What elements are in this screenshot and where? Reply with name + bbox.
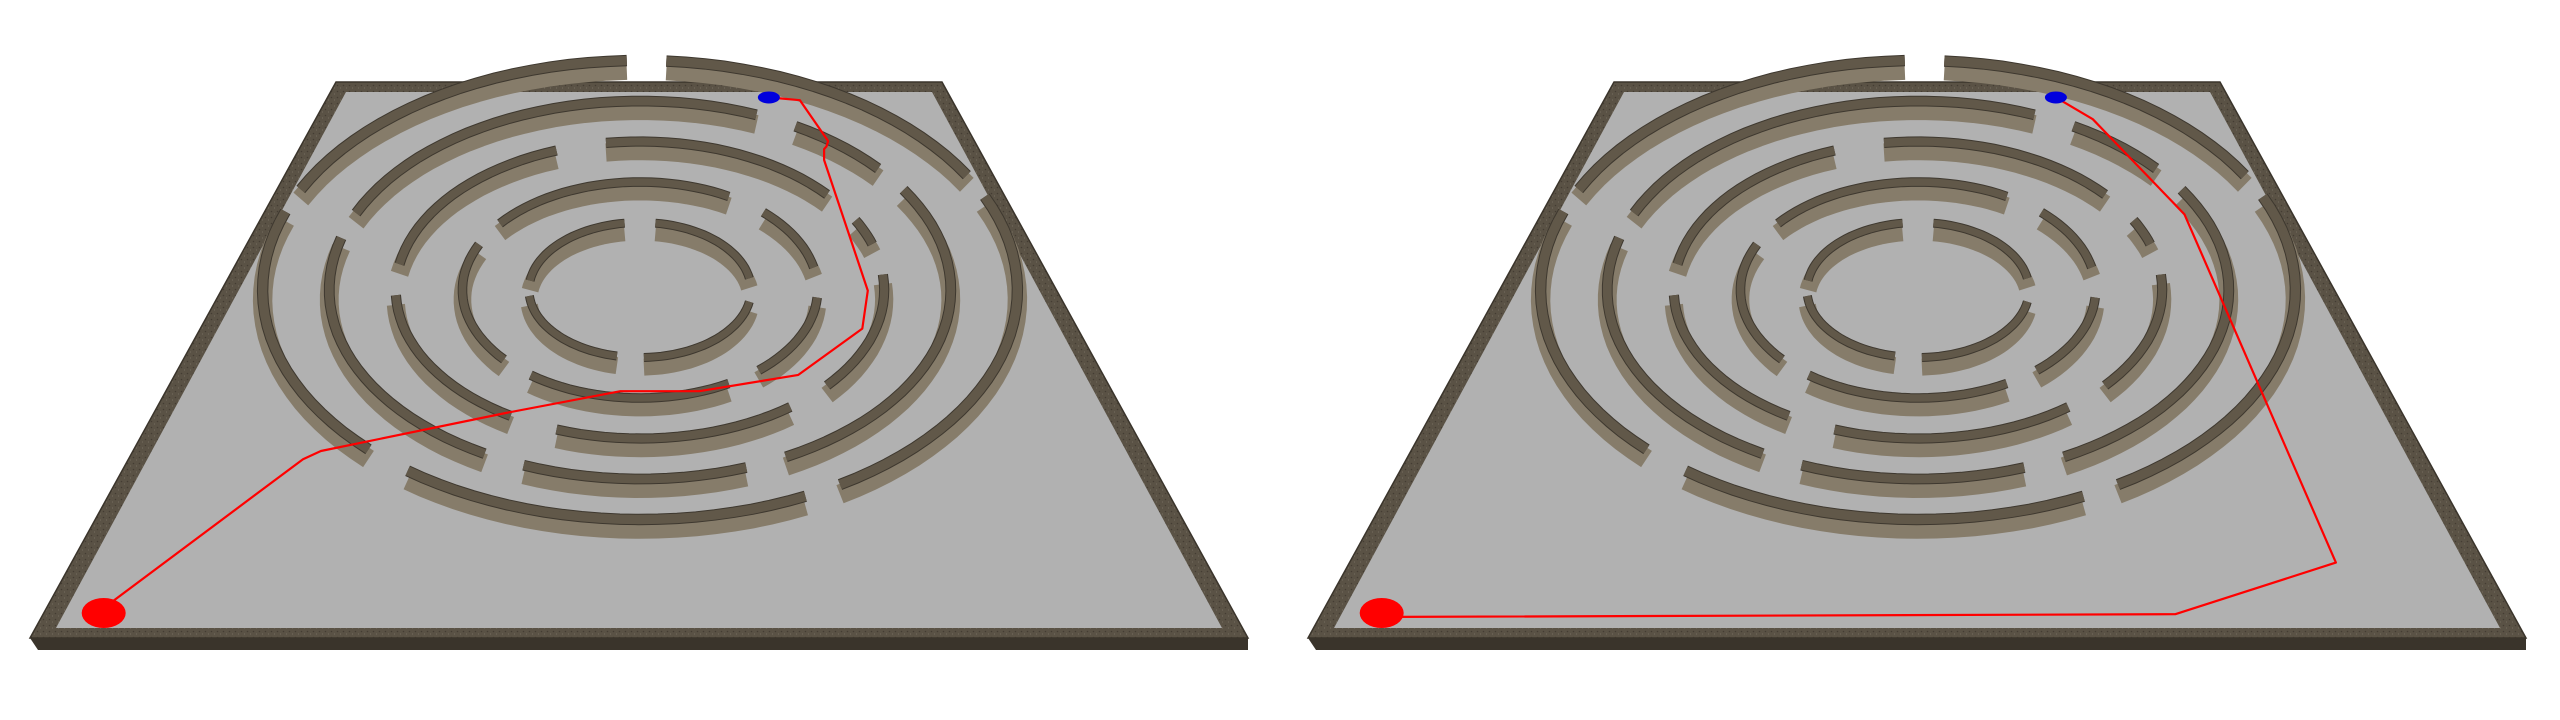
planned-path [91, 96, 869, 618]
maze-wall [852, 217, 876, 247]
maze-wall [666, 56, 971, 179]
maze-wall [784, 186, 956, 462]
maze-wall-side [1932, 224, 2036, 291]
maze-wall [405, 466, 807, 525]
maze-wall [605, 137, 830, 198]
maze-wall-side [1799, 465, 2027, 499]
planned-path [1369, 96, 2337, 619]
maze-wall-side [521, 303, 619, 375]
maze-wall-side [605, 141, 833, 212]
maze-wall [1921, 300, 2031, 361]
board-surface [56, 92, 1222, 628]
goal-marker [2044, 91, 2067, 104]
maze-wall-side [1681, 471, 2086, 539]
board-frame-side [1308, 638, 2526, 650]
maze-wall-side [527, 376, 732, 417]
maze-wall [1833, 403, 2070, 443]
maze-wall [391, 294, 513, 420]
maze-wall [1535, 209, 1650, 454]
maze-wall-side [1832, 408, 2073, 458]
maze-wall [1683, 466, 2085, 525]
maze-wall [1669, 294, 1791, 420]
maze-wall [1775, 178, 2009, 227]
maze-wall-side [1921, 308, 2036, 376]
maze-wall [1673, 146, 1836, 266]
maze-wall-side [1772, 182, 2010, 241]
maze-wall [458, 242, 507, 363]
maze-wall [2062, 186, 2234, 462]
maze-wall-side [643, 308, 758, 376]
board-frame-side [30, 638, 1248, 650]
maze-wall [1803, 295, 1896, 360]
maze-wall-side [1799, 303, 1897, 375]
maze-wall [2116, 194, 2301, 489]
maze-wall-side [403, 471, 808, 539]
maze-wall-side [1883, 141, 2111, 212]
maze-panel-right [1306, 54, 2528, 650]
maze-wall [643, 300, 753, 361]
maze-wall [526, 219, 625, 282]
maze-wall-side [792, 127, 884, 186]
maze-wall [525, 295, 618, 360]
start-marker [1359, 597, 1404, 628]
maze-wall-side [1805, 376, 2010, 417]
maze-wall [497, 178, 731, 227]
maze-panel-left [28, 54, 1250, 650]
maze-wall [2102, 274, 2167, 389]
maze-wall [1944, 56, 2249, 179]
maze-wall-side [1943, 61, 2252, 192]
maze-wall [824, 274, 889, 389]
maze-wall-side [665, 61, 974, 192]
maze-wall [1807, 371, 2009, 402]
maze-wall-side [521, 465, 749, 499]
maze-wall-side [848, 223, 881, 259]
maze-wall-side [2126, 223, 2159, 259]
board-surface [1334, 92, 2500, 628]
maze-wall [761, 209, 818, 269]
maze-wall-side [1571, 60, 1906, 206]
maze-wall [1804, 219, 1903, 282]
maze-wall [838, 194, 1023, 489]
maze-wall [522, 460, 748, 484]
maze-wall-side [654, 224, 758, 291]
maze-wall [2039, 209, 2096, 269]
maze-wall [2034, 296, 2099, 374]
maze-wall [1575, 55, 1905, 193]
maze-wall [352, 96, 758, 216]
maze-wall [2130, 217, 2154, 247]
maze-wall [555, 403, 792, 443]
maze-wall-side [348, 101, 759, 229]
maze-wall [1933, 219, 2031, 280]
maze-wall [257, 209, 372, 454]
maze-wall [297, 55, 627, 193]
maze-wall [1883, 137, 2108, 198]
maze-wall [1800, 460, 2026, 484]
maze-wall [395, 146, 558, 266]
goal-marker [757, 91, 780, 104]
maze-wall [1630, 96, 2036, 216]
maze-wall-side [1626, 101, 2037, 229]
maze-wall [756, 296, 821, 374]
maze-wall-side [494, 182, 732, 241]
maze-wall-side [554, 408, 795, 458]
maze-wall-side [2070, 127, 2162, 186]
maze-wall [1602, 236, 1765, 458]
maze-walls [252, 54, 1028, 539]
maze-wall-side [293, 60, 628, 206]
start-marker [81, 597, 126, 628]
maze-wall [655, 219, 753, 280]
maze-wall [1736, 242, 1785, 363]
maze-wall [793, 122, 881, 173]
